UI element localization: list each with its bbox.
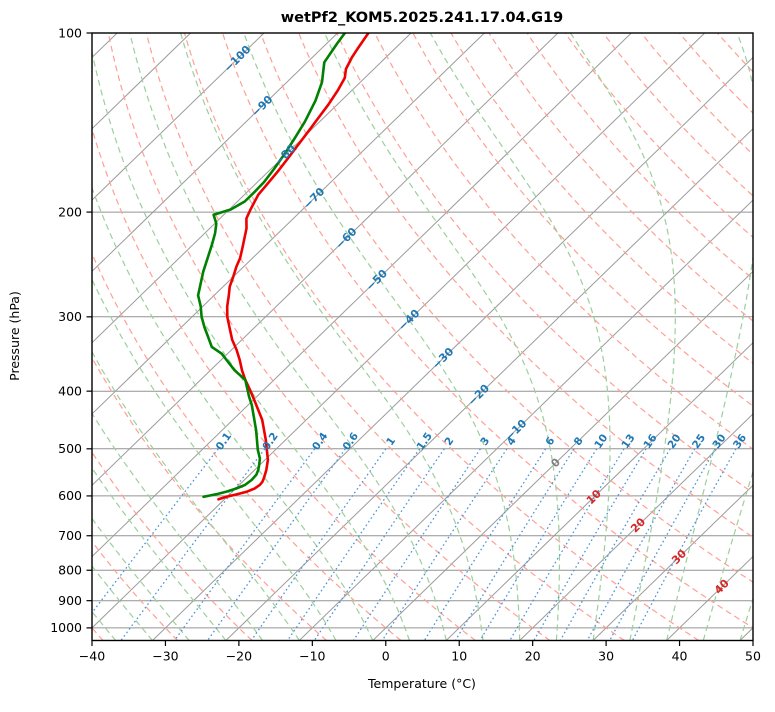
y-tick-label: 1000 bbox=[50, 620, 82, 635]
mixing-ratio-label: 20 bbox=[665, 432, 683, 451]
moist-adiabat-line bbox=[0, 33, 153, 641]
y-tick-label: 800 bbox=[58, 563, 82, 578]
moist-adiabat-line bbox=[0, 33, 226, 641]
moist-adiabat-line bbox=[88, 33, 409, 641]
isotherm-line bbox=[373, 33, 775, 641]
dry-adiabat-line bbox=[146, 33, 624, 641]
y-tick-label: 300 bbox=[58, 309, 82, 324]
moist-adiabat-line bbox=[181, 33, 483, 641]
isotherm-line bbox=[0, 33, 484, 641]
mixing-ratio-line bbox=[633, 449, 737, 641]
mixing-ratio-line bbox=[560, 449, 670, 641]
moist-adiabat-line bbox=[244, 33, 520, 641]
dry-adiabat-line bbox=[717, 33, 775, 641]
x-tick-label: 50 bbox=[745, 649, 761, 664]
isotherm-line bbox=[79, 33, 705, 641]
x-tick-label: 30 bbox=[598, 649, 614, 664]
axes: −40 −30 −20 −10 0 10 20 30 40 50 100 200 300 400 500 60… bbox=[50, 25, 761, 663]
background-lines bbox=[0, 33, 775, 641]
mixing-ratio-label: 8 bbox=[572, 435, 586, 448]
temperature-profile bbox=[219, 33, 369, 499]
mixing-ratio-label: 30 bbox=[710, 432, 728, 451]
moist-adiabat-line bbox=[130, 33, 446, 641]
moist-adiabat-line bbox=[570, 33, 675, 641]
mixing-ratio-label: 25 bbox=[690, 432, 708, 451]
mixing-ratio-line bbox=[121, 449, 265, 641]
isotherm-line bbox=[226, 33, 775, 641]
isotherm-line bbox=[667, 33, 775, 641]
isotherm-line bbox=[0, 33, 411, 641]
y-tick-label: 200 bbox=[58, 204, 82, 219]
x-tick-label: 10 bbox=[451, 649, 467, 664]
isotherm-line bbox=[0, 33, 191, 641]
dry-adiabat-line bbox=[527, 33, 775, 641]
mixing-ratio-line bbox=[382, 449, 507, 641]
dry-adiabat-line bbox=[756, 33, 775, 641]
x-tick-label: −20 bbox=[226, 649, 252, 664]
mixing-ratio-label: 6 bbox=[543, 435, 557, 448]
x-axis-title: Temperature (°C) bbox=[367, 676, 476, 691]
mixing-ratio-label: 1 bbox=[384, 435, 398, 448]
mixing-ratio-line bbox=[424, 449, 545, 641]
dry-adiabat-line bbox=[261, 33, 775, 641]
isotherm-line bbox=[740, 33, 775, 641]
y-tick-label: 900 bbox=[58, 593, 82, 608]
isotherm-line bbox=[0, 33, 338, 641]
mixing-ratio-label: 2 bbox=[442, 435, 456, 448]
moist-adiabat-line bbox=[740, 33, 775, 641]
mixing-ratio-label: 13 bbox=[619, 432, 637, 451]
x-tick-label: −10 bbox=[299, 649, 325, 664]
line-labels: −100−90−80−70−60−50−40−30−20−10010203040… bbox=[214, 43, 750, 597]
mixing-ratio-line bbox=[314, 449, 444, 641]
moist-adiabat-line bbox=[0, 33, 299, 641]
moist-adiabat-line bbox=[0, 33, 263, 641]
dry-adiabat-line bbox=[0, 33, 326, 641]
y-tick-label: 100 bbox=[58, 25, 82, 40]
isotherm-line bbox=[6, 33, 632, 641]
x-tick-label: 0 bbox=[382, 649, 390, 664]
dry-adiabat-line bbox=[679, 33, 775, 641]
dry-adiabat-line bbox=[0, 33, 252, 641]
dry-adiabat-line bbox=[185, 33, 699, 641]
dry-adiabat-line bbox=[32, 33, 401, 641]
x-tick-label: −40 bbox=[79, 649, 105, 664]
mixing-ratio-line bbox=[480, 449, 597, 641]
y-axis-title: Pressure (hPa) bbox=[7, 291, 22, 381]
x-tick-label: 40 bbox=[672, 649, 688, 664]
moist-adiabat-line bbox=[325, 33, 560, 641]
dry-adiabat-line bbox=[565, 33, 775, 641]
mixing-ratio-line bbox=[71, 449, 218, 641]
moist-adiabat-line bbox=[0, 33, 189, 641]
x-tick-label: −30 bbox=[152, 649, 178, 664]
x-tick-label: 20 bbox=[525, 649, 541, 664]
isotherm-line bbox=[0, 33, 558, 641]
mixing-ratio-label: 3 bbox=[478, 435, 492, 448]
dry-adiabat-line bbox=[337, 33, 775, 641]
dry-adiabat-line bbox=[0, 33, 178, 641]
mixing-ratio-line bbox=[587, 449, 695, 641]
isotherm-line bbox=[0, 33, 264, 641]
dry-adiabat-line bbox=[641, 33, 775, 641]
dry-adiabat-line bbox=[223, 33, 774, 641]
moist-adiabat-line bbox=[23, 33, 336, 641]
moist-adiabat-line bbox=[430, 33, 610, 641]
mixing-ratio-label: 10 bbox=[592, 432, 610, 451]
mixing-ratio-line bbox=[610, 449, 716, 641]
dry-adiabat-line bbox=[489, 33, 775, 641]
chart-title: wetPf2_KOM5.2025.241.17.04.G19 bbox=[281, 10, 563, 26]
y-tick-label: 700 bbox=[58, 528, 82, 543]
y-tick-label: 500 bbox=[58, 441, 82, 456]
y-tick-label: 600 bbox=[58, 488, 82, 503]
y-tick-label: 400 bbox=[58, 383, 82, 398]
mixing-ratio-line bbox=[354, 449, 481, 641]
dry-adiabat-line bbox=[375, 33, 775, 641]
mixing-ratio-line bbox=[455, 449, 574, 641]
